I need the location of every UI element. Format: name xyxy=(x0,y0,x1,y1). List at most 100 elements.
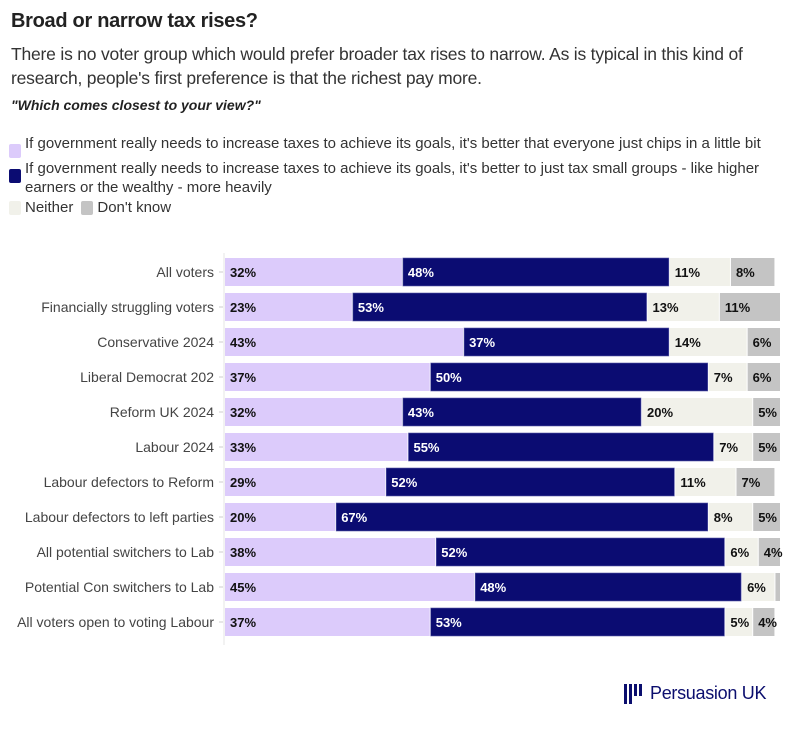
bar-segment-neither xyxy=(669,328,747,356)
data-label: 37% xyxy=(230,615,256,630)
data-label: 23% xyxy=(230,300,256,315)
bar-segment-don-t-know xyxy=(775,573,780,601)
data-label: 4% xyxy=(758,615,777,630)
bar-segment-tax-small-groups-more-heavily xyxy=(430,607,725,637)
data-label: 32% xyxy=(230,405,256,420)
legend-swatch-neither xyxy=(9,200,21,215)
data-label: 20% xyxy=(230,510,256,525)
data-label: 53% xyxy=(436,615,462,630)
legend-label-neither: Neither xyxy=(25,199,74,216)
data-label: 4% xyxy=(764,545,783,560)
data-label: 48% xyxy=(480,580,506,595)
category-label: Labour 2024 xyxy=(135,439,214,455)
bar-segment-tax-small-groups-more-heavily xyxy=(402,257,670,287)
survey-question: "Which comes closest to your view?" xyxy=(11,97,261,113)
bar-segment-don-t-know xyxy=(747,363,780,391)
data-label: 33% xyxy=(230,440,256,455)
data-label: 50% xyxy=(436,370,462,385)
legend-row-other: Neither Don't know xyxy=(9,198,789,217)
bar-segment-everyone-chips-in-a-little-bit xyxy=(225,573,475,601)
bar-row-labour-defectors-to-left-parties: Labour defectors to left parties 20% 67% 8%… xyxy=(25,502,780,532)
legend-swatch-chip-in xyxy=(9,144,21,158)
bar-segment-everyone-chips-in-a-little-bit xyxy=(225,503,336,531)
data-label: 52% xyxy=(441,545,467,560)
data-label: 48% xyxy=(408,265,434,280)
data-label: 67% xyxy=(341,510,367,525)
data-label: 29% xyxy=(230,475,256,490)
category-label: Potential Con switchers to Lab xyxy=(25,579,214,595)
legend-item-tax-small-groups: If government really needs to increase t… xyxy=(9,159,789,197)
bar-row-labour-defectors-to-reform: Labour defectors to Reform 29% 52% 11% 7% xyxy=(44,467,775,497)
category-label: All voters open to voting Labour xyxy=(17,614,214,630)
legend-label-dont-know: Don't know xyxy=(97,199,172,216)
persuasion-uk-logo: Persuasion UK xyxy=(624,683,766,704)
bar-segment-neither xyxy=(669,258,730,286)
bar-row-all-potential-switchers-to-lab: All potential switchers to Lab 38% 52% 6% 4% xyxy=(37,537,783,567)
bar-row-financially-struggling-voters: Financially struggling voters 23% 53% 13% 11… xyxy=(41,292,780,322)
bar-segment-everyone-chips-in-a-little-bit xyxy=(225,258,402,286)
category-label: Labour defectors to left parties xyxy=(25,509,214,525)
data-label: 32% xyxy=(230,265,256,280)
legend-label-tax-small-groups: If government really needs to increase t… xyxy=(25,160,760,196)
bar-segment-don-t-know xyxy=(753,398,780,426)
data-label: 37% xyxy=(230,370,256,385)
data-label: 45% xyxy=(230,580,256,595)
bar-segment-tax-small-groups-more-heavily xyxy=(474,572,742,602)
bar-segment-don-t-know xyxy=(753,608,775,636)
data-label: 5% xyxy=(758,440,777,455)
category-label: All voters xyxy=(156,264,214,280)
category-label: Labour defectors to Reform xyxy=(44,474,214,490)
bar-segment-everyone-chips-in-a-little-bit xyxy=(225,363,430,391)
data-label: 37% xyxy=(469,335,495,350)
bar-segment-neither xyxy=(742,573,775,601)
data-label: 5% xyxy=(758,405,777,420)
data-label: 11% xyxy=(680,475,706,490)
bar-segment-don-t-know xyxy=(730,258,775,286)
bar-segment-neither xyxy=(642,398,753,426)
data-label: 43% xyxy=(408,405,434,420)
bar-row-all-voters: All voters 32% 48% 11% 8% xyxy=(156,257,775,287)
data-label: 6% xyxy=(753,335,772,350)
stacked-bar-chart: All voters 32% 48% 11% 8% Financially struggl… xyxy=(17,253,783,645)
bar-row-reform-uk-2024: Reform UK 2024 32% 43% 20% 5% xyxy=(110,397,780,427)
data-label: 7% xyxy=(714,370,733,385)
bar-segment-tax-small-groups-more-heavily xyxy=(430,362,709,392)
bar-segment-tax-small-groups-more-heavily xyxy=(385,467,675,497)
bar-segment-neither xyxy=(675,468,736,496)
bar-segment-don-t-know xyxy=(747,328,780,356)
data-label: 20% xyxy=(647,405,673,420)
legend-item-chip-in: If government really needs to increase t… xyxy=(9,134,789,158)
bar-segment-neither xyxy=(708,363,747,391)
data-label: 38% xyxy=(230,545,256,560)
bar-segment-neither xyxy=(708,503,753,531)
bar-segment-everyone-chips-in-a-little-bit xyxy=(225,468,386,496)
legend: If government really needs to increase t… xyxy=(9,134,789,217)
legend-swatch-dont-know xyxy=(81,200,94,215)
category-label: Reform UK 2024 xyxy=(110,404,214,420)
data-label: 6% xyxy=(747,580,766,595)
bar-segment-tax-small-groups-more-heavily xyxy=(463,327,670,357)
data-label: 6% xyxy=(730,545,749,560)
data-label: 11% xyxy=(725,300,751,315)
legend-swatch-tax-small-groups xyxy=(9,169,21,183)
data-label: 5% xyxy=(758,510,777,525)
data-label: 53% xyxy=(358,300,384,315)
logo-bars-icon xyxy=(624,683,644,704)
bar-row-all-voters-open-to-voting-labour: All voters open to voting Labour 37% 53% 5%… xyxy=(17,607,777,637)
data-label: 43% xyxy=(230,335,256,350)
data-label: 6% xyxy=(753,370,772,385)
bar-row-conservative-2024: Conservative 2024 43% 37% 14% 6% xyxy=(97,327,780,357)
bar-segment-don-t-know xyxy=(758,538,780,566)
category-label: Conservative 2024 xyxy=(97,334,214,350)
data-label: 13% xyxy=(653,300,679,315)
data-label: 14% xyxy=(675,335,701,350)
data-label: 52% xyxy=(391,475,417,490)
bar-segment-don-t-know xyxy=(753,433,780,461)
data-label: 7% xyxy=(719,440,738,455)
bar-segment-neither xyxy=(725,538,758,566)
category-label: All potential switchers to Lab xyxy=(37,544,215,560)
bar-segment-neither xyxy=(714,433,753,461)
chart-subtitle: There is no voter group which would pref… xyxy=(11,44,743,88)
bar-segment-everyone-chips-in-a-little-bit xyxy=(225,293,352,321)
bar-segment-neither xyxy=(725,608,753,636)
